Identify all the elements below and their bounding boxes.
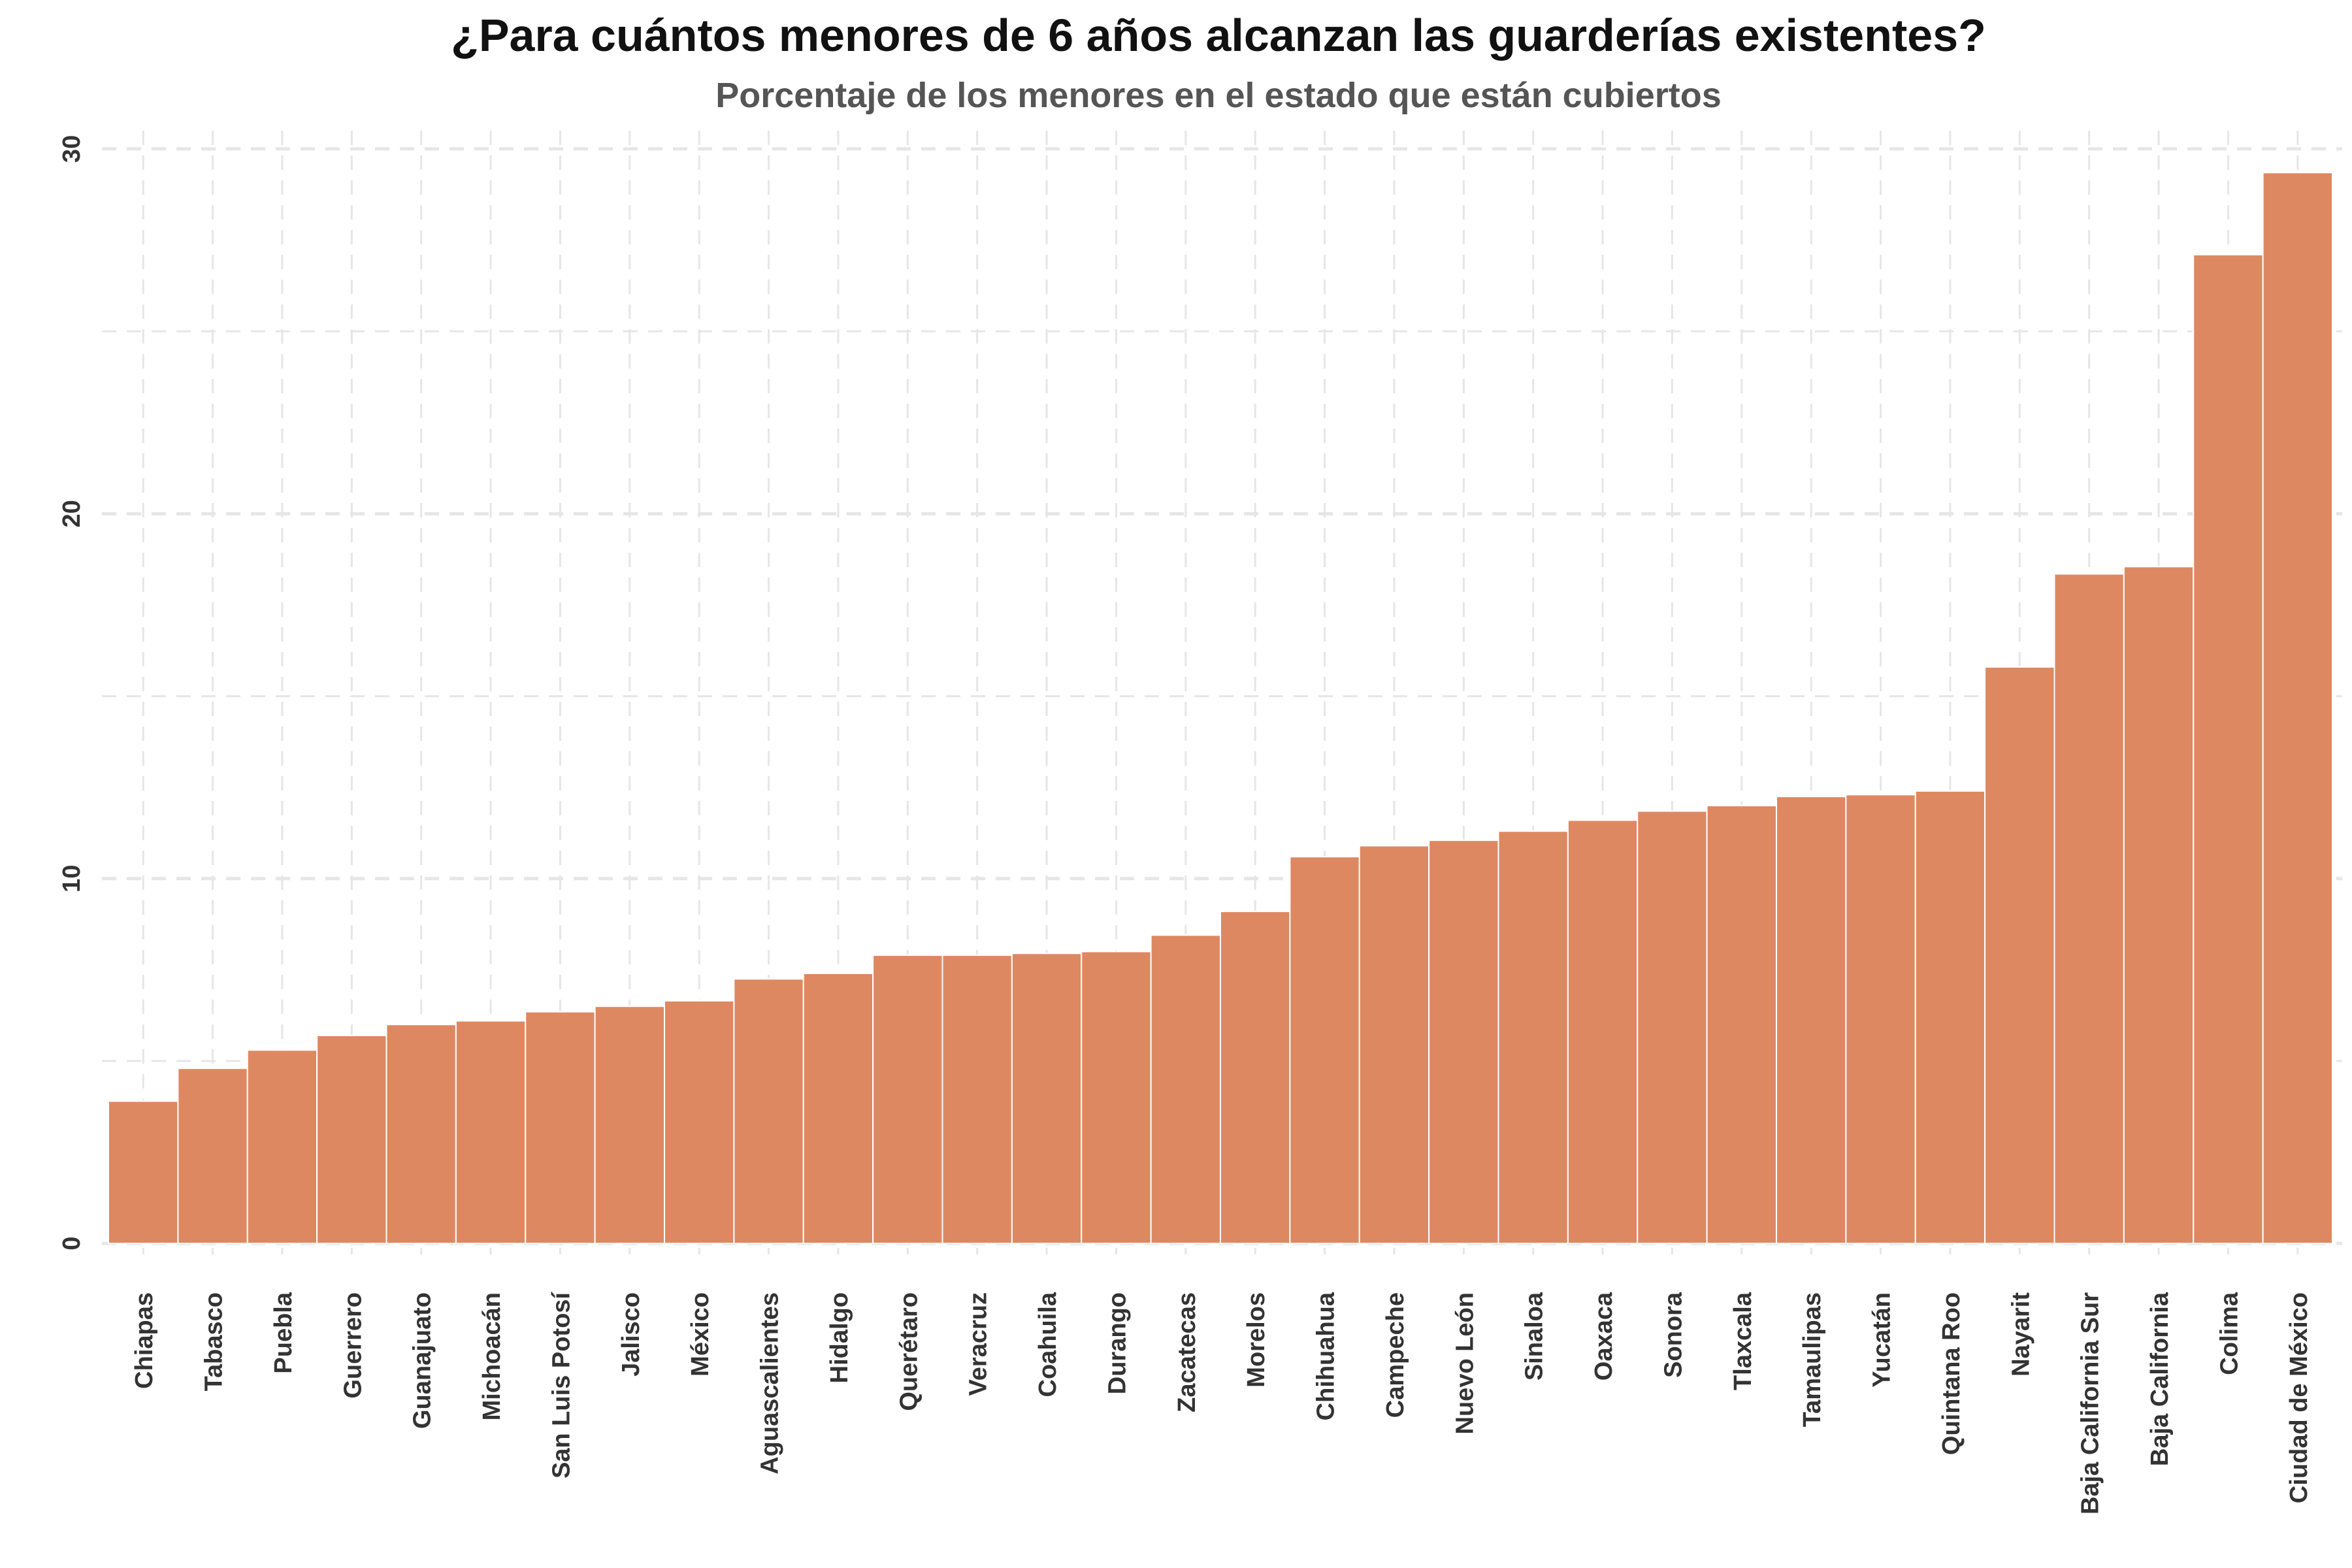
x-category-label: Veracruz xyxy=(965,1292,992,1396)
bar-campeche xyxy=(1358,845,1430,1245)
y-tick-label: 0 xyxy=(58,1237,86,1250)
x-category-label: Guerrero xyxy=(339,1292,367,1399)
bar-sonora xyxy=(1637,810,1708,1245)
x-category-label: Nuevo León xyxy=(1451,1292,1478,1434)
x-category-label: Sonora xyxy=(1659,1292,1687,1378)
x-category-label: Hidalgo xyxy=(826,1292,853,1383)
x-category-label: México xyxy=(687,1292,714,1377)
x-category-label: Oaxaca xyxy=(1590,1292,1618,1380)
bar-guanajuato xyxy=(385,1024,457,1245)
bar-san-luis-potosí xyxy=(525,1011,596,1245)
x-category-label: Campeche xyxy=(1382,1292,1409,1418)
bar-méxico xyxy=(664,1000,735,1245)
x-category-label: Colima xyxy=(2215,1292,2243,1375)
x-category-label: Baja California Sur xyxy=(2077,1292,2104,1514)
x-category-label: Aguascalientes xyxy=(757,1292,784,1475)
x-category-label: Zacatecas xyxy=(1173,1292,1201,1413)
bar-chihuahua xyxy=(1289,856,1360,1245)
bar-colima xyxy=(2193,253,2264,1245)
bar-yucatán xyxy=(1845,794,1916,1245)
y-tick-label: 10 xyxy=(58,865,86,892)
bar-jalisco xyxy=(594,1005,665,1245)
x-category-label: Morelos xyxy=(1243,1292,1270,1388)
bar-morelos xyxy=(1220,911,1291,1245)
bar-durango xyxy=(1081,951,1152,1245)
x-category-label: Ciudad de México xyxy=(2285,1292,2313,1503)
bar-quintana-roo xyxy=(1914,790,1986,1245)
bar-tlaxcala xyxy=(1706,805,1777,1245)
bar-ciudad-de-méxico xyxy=(2262,172,2333,1245)
x-category-label: Coahuila xyxy=(1034,1292,1062,1397)
bar-hidalgo xyxy=(802,973,874,1245)
bar-aguascalientes xyxy=(733,978,804,1245)
bar-nuevo-león xyxy=(1428,840,1499,1245)
x-category-label: Jalisco xyxy=(617,1292,645,1377)
y-tick-label: 20 xyxy=(58,500,86,527)
x-category-label: Tlaxcala xyxy=(1729,1292,1757,1390)
x-category-label: Baja California xyxy=(2146,1292,2174,1466)
x-category-label: Tabasco xyxy=(201,1292,228,1391)
bar-coahuila xyxy=(1011,953,1083,1245)
x-category-label: Durango xyxy=(1103,1292,1131,1394)
bar-nayarit xyxy=(1984,666,2055,1245)
bar-tamaulipas xyxy=(1776,796,1847,1245)
y-tick-label: 30 xyxy=(58,135,86,163)
bars xyxy=(108,172,2333,1245)
x-category-label: San Luis Potosí xyxy=(547,1292,575,1478)
x-axis-labels: Chiapas Tabasco Puebla Guerrero Guanajuato Mi… xyxy=(131,1292,2313,1514)
bar-querétaro xyxy=(872,955,943,1245)
bar-baja-california xyxy=(2123,566,2195,1245)
x-category-label: Puebla xyxy=(270,1292,297,1373)
bar-sinaloa xyxy=(1497,830,1569,1245)
bar-tabasco xyxy=(177,1068,248,1245)
x-category-label: Yucatán xyxy=(1869,1292,1896,1388)
bar-puebla xyxy=(246,1049,318,1245)
chart-title: ¿Para cuántos menores de 6 años alcanzan… xyxy=(451,10,1986,61)
x-category-label: Sinaloa xyxy=(1521,1292,1548,1380)
x-category-label: Michoacán xyxy=(478,1292,506,1420)
x-category-label: Nayarit xyxy=(2007,1292,2034,1377)
bar-chiapas xyxy=(108,1100,179,1245)
bar-veracruz xyxy=(941,955,1013,1245)
chart-subtitle: Porcentaje de los menores en el estado q… xyxy=(715,76,1722,115)
x-category-label: Tamaulipas xyxy=(1799,1292,1826,1427)
bar-baja-california-sur xyxy=(2053,573,2125,1245)
x-category-label: Chiapas xyxy=(131,1292,158,1389)
x-category-label: Querétaro xyxy=(895,1292,923,1411)
x-category-label: Guanajuato xyxy=(409,1292,436,1429)
bar-michoacán xyxy=(455,1020,527,1245)
x-category-label: Chihuahua xyxy=(1313,1292,1340,1420)
bar-guerrero xyxy=(316,1034,387,1245)
x-category-label: Quintana Roo xyxy=(1938,1292,1965,1455)
bar-oaxaca xyxy=(1567,819,1639,1245)
bar-zacatecas xyxy=(1150,934,1221,1245)
y-axis-ticks: 0 10 20 30 xyxy=(58,135,86,1250)
